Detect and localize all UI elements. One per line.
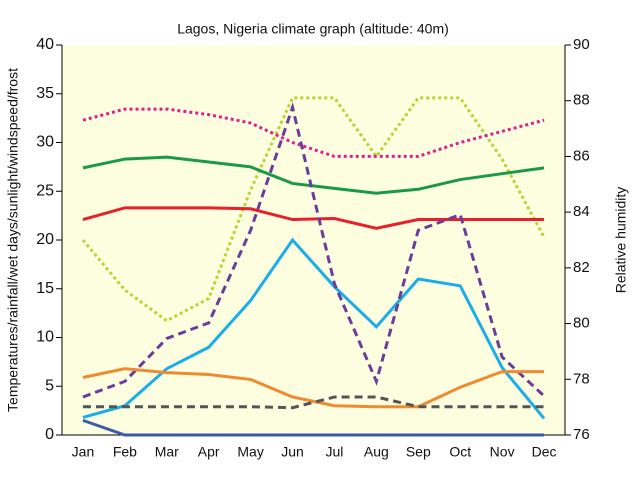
series-line — [82, 155, 545, 195]
y2-tick-label: 86 — [573, 147, 590, 164]
series-line — [82, 206, 545, 230]
y-tick-label: 10 — [36, 329, 54, 346]
y-axis-label: Temperatures/rainfall/wet days/sunlight/… — [5, 68, 21, 412]
y-tick-label: 40 — [36, 36, 54, 53]
y2-tick-label: 76 — [573, 426, 590, 443]
x-tick-label: Sep — [406, 444, 431, 460]
chart-title: Lagos, Nigeria climate graph (altitude: … — [177, 21, 449, 37]
y2-axis-label: Relative humidity — [613, 187, 629, 294]
series-line — [82, 101, 546, 399]
x-tick-label: Jul — [326, 444, 344, 460]
y2-tick-label: 88 — [573, 92, 590, 109]
y2-tick-label: 80 — [573, 315, 590, 332]
series-line — [82, 418, 545, 437]
y-tick-label: 0 — [45, 426, 54, 443]
y2-tick-label: 90 — [573, 36, 590, 53]
x-tick-label: Mar — [155, 444, 179, 460]
y2-tick-label: 82 — [573, 259, 590, 276]
series-line — [81, 96, 546, 323]
y2-tick-label: 84 — [573, 203, 590, 220]
x-tick-label: Apr — [198, 444, 220, 460]
y-tick-label: 15 — [36, 280, 54, 297]
x-tick-label: Aug — [364, 444, 389, 460]
x-tick-label: Oct — [449, 444, 471, 460]
y2-tick-label: 78 — [573, 370, 590, 387]
y-tick-label: 20 — [36, 231, 54, 248]
x-tick-label: Nov — [490, 444, 515, 460]
y-tick-label: 25 — [36, 182, 54, 199]
series-line — [82, 367, 545, 409]
x-tick-label: Jun — [281, 444, 304, 460]
series-line — [82, 107, 545, 158]
y-tick-label: 35 — [36, 85, 54, 102]
y-tick-label: 5 — [45, 377, 54, 394]
y-tick-label: 30 — [36, 134, 54, 151]
x-tick-label: Jan — [72, 444, 95, 460]
series-line — [82, 237, 546, 420]
x-tick-label: Dec — [532, 444, 557, 460]
x-tick-label: Feb — [113, 444, 137, 460]
x-tick-label: May — [237, 444, 263, 460]
